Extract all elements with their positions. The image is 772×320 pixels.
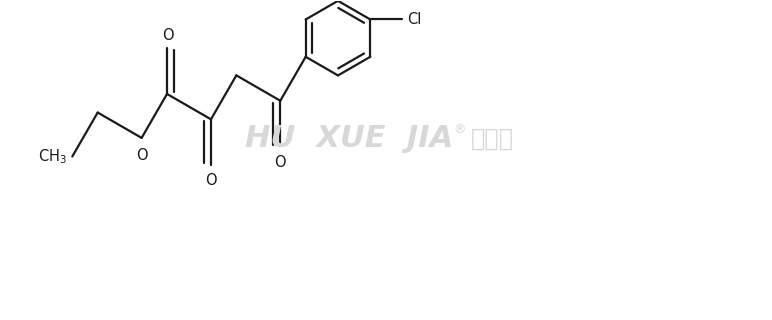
Text: ®: ®	[453, 123, 466, 136]
Text: HU  XUE  JIA: HU XUE JIA	[245, 124, 453, 153]
Text: O: O	[136, 148, 147, 164]
Text: O: O	[163, 28, 174, 43]
Text: O: O	[275, 155, 286, 170]
Text: Cl: Cl	[408, 12, 422, 27]
Text: CH$_3$: CH$_3$	[38, 147, 66, 166]
Text: 化学加: 化学加	[471, 127, 513, 151]
Text: O: O	[205, 173, 217, 188]
